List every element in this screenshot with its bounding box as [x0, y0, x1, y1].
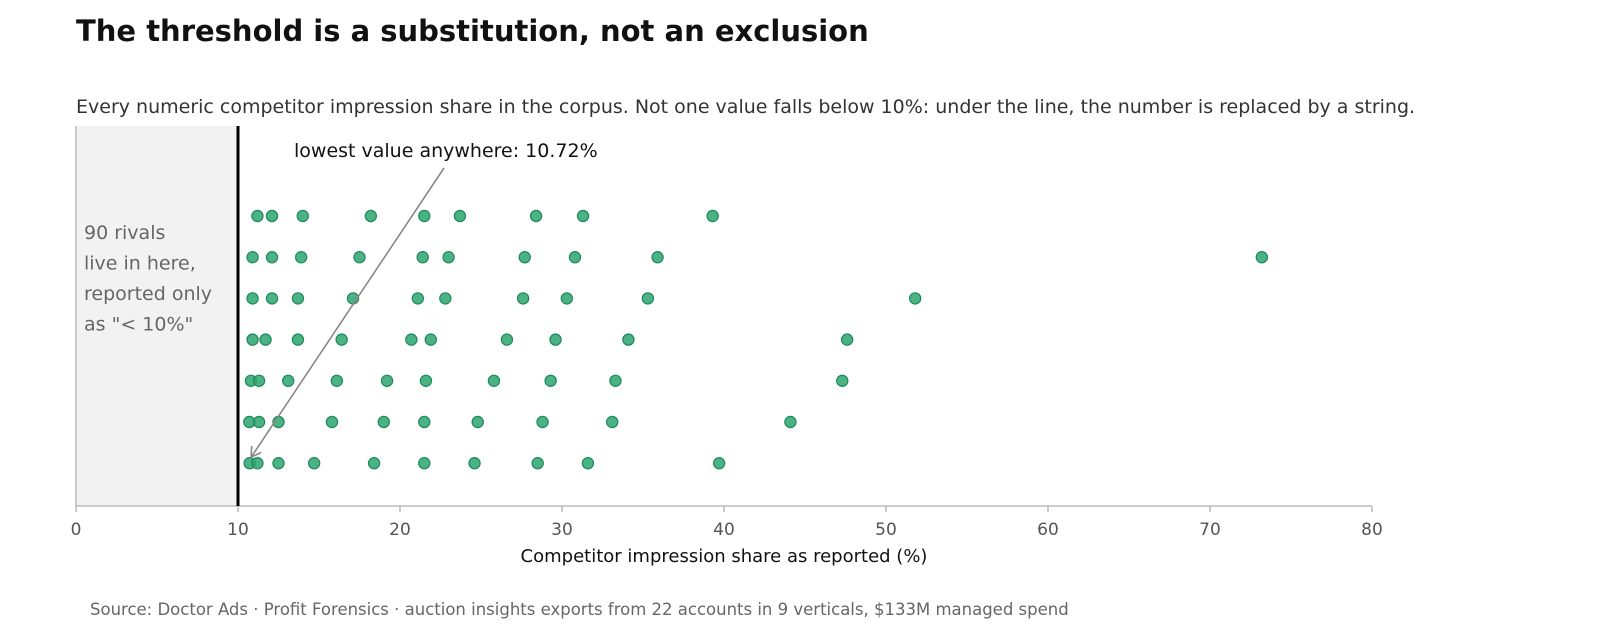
x-tick-label: 0: [71, 520, 82, 540]
data-points: [243, 209, 1269, 470]
data-point: [468, 457, 481, 470]
data-point: [364, 209, 378, 223]
data-point: [471, 415, 484, 429]
data-point: [487, 374, 501, 387]
below-threshold-note-line: 90 rivals: [84, 222, 165, 244]
data-point: [606, 415, 619, 429]
data-point: [294, 251, 308, 264]
x-axis-ticks: 0 10 20 30 40 50 60 70 80: [71, 506, 1383, 540]
data-point: [840, 333, 854, 346]
data-point: [353, 251, 366, 264]
data-point: [622, 333, 635, 346]
data-point: [246, 251, 259, 264]
below-threshold-region: [76, 126, 238, 506]
data-point: [418, 457, 431, 470]
x-tick-label: 50: [875, 520, 897, 540]
x-tick-label: 40: [713, 520, 735, 540]
x-tick-label: 20: [389, 520, 411, 540]
data-point: [377, 415, 390, 429]
data-point: [325, 415, 339, 429]
annotation-label: lowest value anywhere: 10.72%: [294, 140, 598, 162]
data-point: [784, 415, 797, 429]
data-point: [651, 251, 664, 264]
data-point: [424, 333, 437, 346]
data-point: [531, 457, 544, 470]
below-threshold-note-line: live in here,: [84, 253, 196, 275]
data-point: [442, 251, 455, 264]
data-point: [265, 251, 279, 264]
data-point: [251, 457, 264, 470]
data-point: [529, 209, 543, 223]
below-threshold-note-line: as "< 10%": [84, 314, 193, 336]
data-point: [296, 209, 309, 223]
below-threshold-note-line: reported only: [84, 283, 212, 305]
x-tick-label: 30: [551, 520, 573, 540]
data-point: [1255, 251, 1269, 264]
data-point: [439, 292, 452, 305]
data-point: [418, 209, 431, 223]
data-point: [500, 333, 514, 346]
data-point: [380, 374, 394, 387]
x-axis-label: Competitor impression share as reported …: [521, 546, 928, 567]
x-tick-label: 60: [1037, 520, 1059, 540]
data-point: [330, 374, 344, 387]
data-point: [568, 251, 582, 264]
data-point: [291, 292, 305, 305]
x-tick-label: 10: [227, 520, 249, 540]
data-point: [282, 374, 295, 387]
data-point: [246, 292, 259, 305]
data-point: [706, 209, 719, 223]
data-point: [536, 415, 549, 429]
data-point: [576, 209, 590, 223]
data-point: [411, 292, 425, 305]
data-point: [259, 333, 272, 346]
data-point: [908, 292, 922, 305]
data-point: [581, 457, 595, 470]
data-point: [516, 292, 530, 305]
data-point: [291, 333, 305, 346]
data-point: [453, 209, 467, 223]
data-point: [419, 374, 433, 387]
data-point: [265, 209, 279, 223]
data-point: [335, 333, 348, 346]
data-point: [544, 374, 557, 387]
data-point: [712, 457, 726, 470]
data-point: [836, 374, 849, 387]
x-tick-label: 70: [1199, 520, 1221, 540]
data-point: [272, 457, 285, 470]
data-point: [609, 374, 622, 387]
data-point: [307, 457, 321, 470]
data-point: [246, 333, 259, 346]
data-point: [367, 457, 381, 470]
annotation-arrow: [251, 167, 445, 457]
data-point: [416, 251, 429, 264]
data-point: [518, 251, 531, 264]
data-point: [405, 333, 418, 346]
source-note: Source: Doctor Ads · Profit Forensics · …: [90, 600, 1069, 619]
data-point: [560, 292, 574, 305]
chart-title: The threshold is a substitution, not an …: [76, 14, 869, 48]
data-point: [549, 333, 562, 346]
data-point: [252, 374, 266, 387]
below-threshold-note: 90 rivals live in here, reported only as "<…: [84, 222, 212, 336]
data-point: [265, 292, 279, 305]
data-point: [641, 292, 655, 305]
data-point: [251, 209, 264, 223]
data-point: [418, 415, 431, 429]
data-point: [252, 415, 266, 429]
chart-subtitle: Every numeric competitor impression shar…: [76, 96, 1416, 118]
x-tick-label: 80: [1361, 520, 1383, 540]
